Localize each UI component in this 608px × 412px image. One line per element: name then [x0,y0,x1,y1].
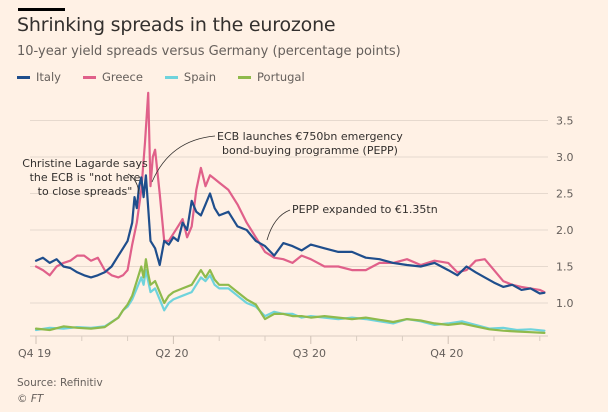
y-tick-label: 1.5 [556,261,574,274]
legend-label-spain: Spain [183,70,217,84]
x-tick-label: Q2 20 [155,347,188,360]
legend-label-italy: Italy [36,70,61,84]
annotation-lagarde-text: Christine Lagarde says [22,157,148,170]
annotation-pepp-launch-leader [151,135,216,183]
x-tick-label: Q4 20 [430,347,463,360]
gridlines [30,120,548,304]
legend-swatch-italy [17,75,30,79]
series-line-italy [34,174,546,295]
annotation-pepp-expanded-text: PEPP expanded to €1.35tn [292,203,438,216]
series-line-portugal [34,258,546,334]
legend-label-portugal: Portugal [257,70,305,84]
annotation-pepp-launch-text: bond-buying programme (PEPP) [222,144,398,157]
x-axis: Q4 19 Q2 20 Q3 20 Q4 20 [18,335,548,360]
series-lines [34,91,546,334]
y-tick-label: 3.0 [556,151,574,164]
y-axis: 1.0 1.5 2.0 2.5 3.0 3.5 [556,115,574,311]
y-tick-label: 1.0 [556,297,574,310]
legend-swatch-portugal [238,75,252,79]
title-accent-bar [18,8,65,11]
annotation-lagarde-text: to close spreads" [38,185,133,198]
chart-subtitle: 10-year yield spreads versus Germany (pe… [17,44,401,59]
y-tick-label: 3.5 [556,115,574,128]
y-tick-label: 2.5 [556,188,574,201]
x-tick-label: Q4 19 [18,347,51,360]
legend-swatch-greece [82,75,96,79]
annotation-lagarde-text: the ECB is "not here [30,171,141,184]
annotation-pepp-launch-text: ECB launches €750bn emergency [217,130,403,143]
legend-label-greece: Greece [101,70,143,84]
annotation-pepp-expanded-leader [266,209,291,241]
legend: Italy Greece Spain Portugal [17,70,327,84]
source-note: Source: Refinitiv [17,377,103,389]
chart-title: Shrinking spreads in the eurozone [17,14,336,36]
legend-item-greece: Greece [82,70,143,84]
legend-item-portugal: Portugal [238,70,305,84]
series-line-greece [34,91,546,294]
y-tick-label: 2.0 [556,224,574,237]
legend-swatch-spain [164,75,178,79]
copyright-note: © FT [17,393,44,405]
legend-item-italy: Italy [17,70,61,84]
annotation-lagarde-leader [127,173,140,195]
legend-item-spain: Spain [164,70,217,84]
x-tick-label: Q3 20 [293,347,326,360]
